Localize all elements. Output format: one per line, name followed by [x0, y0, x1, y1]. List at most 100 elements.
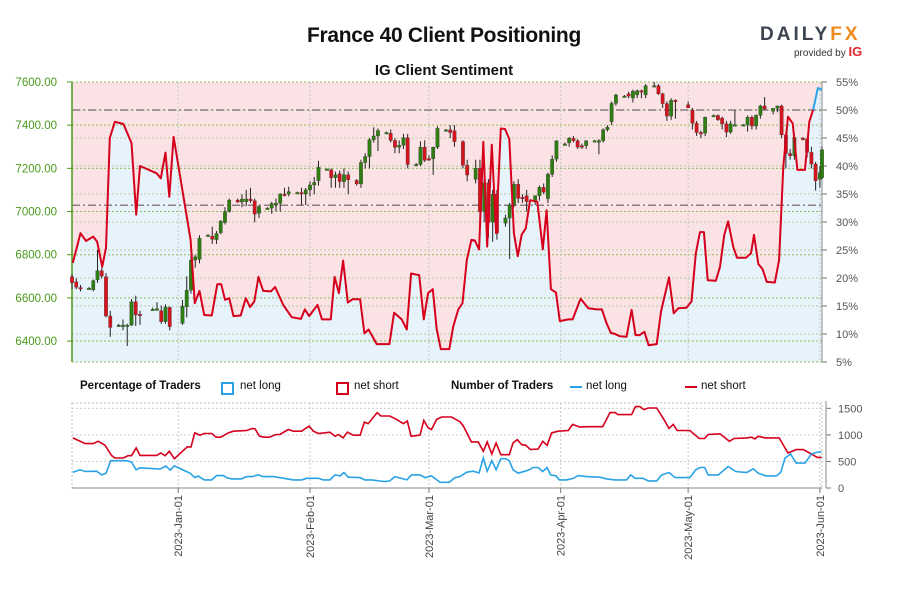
candle-body [354, 180, 359, 185]
candle-body [163, 306, 168, 322]
pct-tick-label: 45% [836, 133, 858, 145]
candle-body [448, 129, 453, 133]
candle-body [295, 192, 300, 195]
price-tick-label: 6400.00 [15, 336, 57, 348]
candle-body [801, 137, 805, 140]
candle-body [452, 130, 457, 142]
candle-body [265, 207, 270, 210]
candle-body [733, 124, 737, 127]
net-long-pct-line-long-majority [812, 86, 823, 111]
logo-daily: DAILY [760, 24, 831, 45]
traders-tick-label: 500 [838, 456, 856, 468]
date-tick-label: 2023-Mar-01 [424, 495, 436, 558]
candle-body [197, 238, 202, 260]
candle-body [652, 85, 657, 88]
candle-body [125, 324, 130, 327]
legend-num-long[interactable]: net long [586, 380, 627, 392]
candle-body [74, 281, 79, 288]
candle-body [252, 200, 257, 215]
pct-tick-label: 40% [836, 161, 858, 173]
candle-body [78, 287, 83, 290]
candle-body [206, 234, 210, 237]
legend-num-short[interactable]: net short [701, 380, 746, 392]
candle-body [614, 94, 618, 104]
candle-body [104, 276, 108, 317]
candle-body [129, 301, 134, 326]
candle-body [745, 117, 750, 125]
candle-body [703, 117, 707, 134]
net-long-pct-line-short-majority [71, 109, 815, 351]
candle-body [308, 184, 312, 191]
candle-body [397, 145, 402, 148]
price-tick-label: 7000.00 [15, 207, 57, 219]
candle-body [631, 91, 635, 99]
dailyfx-logo: DAILYFX provided by IG [760, 24, 870, 59]
pct-tick-label: 15% [836, 301, 858, 313]
candle-body [422, 147, 427, 161]
pct-tick-label: 50% [836, 105, 858, 117]
candle-body [435, 128, 440, 148]
pct-tick-label: 20% [836, 273, 858, 285]
candle-body [524, 195, 529, 202]
candle-body [346, 174, 351, 180]
candle-body [575, 140, 580, 148]
legend-num-short-swatch [685, 386, 697, 388]
candle-body [537, 187, 542, 196]
pct-tick-label: 10% [836, 329, 858, 341]
legend-pct-long[interactable]: net long [240, 380, 281, 392]
candle-body [520, 197, 525, 199]
candle-body [660, 93, 665, 104]
candle-body [626, 93, 631, 97]
logo-fx: FX [830, 24, 861, 45]
candle-body [108, 315, 113, 328]
pct-tick-label: 25% [836, 245, 858, 257]
date-tick-label: 2023-Jan-01 [173, 495, 185, 557]
candle-body [138, 314, 142, 316]
candle-body [762, 105, 767, 110]
candle-body [546, 174, 550, 199]
traders-tick-label: 0 [838, 483, 844, 495]
candle-body [465, 164, 470, 176]
candle-body [724, 123, 729, 133]
candle-body [316, 167, 321, 181]
candle-body [193, 256, 198, 261]
candle-body [227, 199, 232, 212]
candle-body [91, 280, 96, 291]
legend-pct-long-swatch [221, 382, 234, 395]
candle-body [550, 158, 555, 175]
candle-body [184, 289, 189, 307]
legend-number-title: Number of Traders [451, 380, 554, 392]
long-area [72, 88, 823, 362]
candle-body [286, 191, 291, 195]
candle-body [244, 198, 249, 202]
legend: Percentage of Traders net long net short… [0, 380, 900, 396]
candle-body [371, 135, 376, 141]
candle-body [278, 193, 283, 204]
net-short-traders-line [72, 405, 822, 460]
candle-body [720, 117, 724, 125]
candle-body [461, 141, 465, 166]
candle-body [240, 198, 244, 203]
candle-body [728, 123, 733, 133]
candle-body [669, 100, 674, 117]
candle-body [342, 174, 346, 182]
candle-body [473, 168, 478, 180]
legend-pct-short[interactable]: net short [354, 380, 399, 392]
candle-body [643, 85, 648, 96]
candle-body [673, 100, 678, 103]
candle-body [533, 195, 538, 201]
candle-body [299, 192, 304, 195]
candle-body [775, 105, 780, 109]
candle-body [248, 198, 253, 201]
candle-body [639, 90, 644, 93]
candle-body [516, 184, 521, 199]
candle-body [388, 133, 393, 141]
candle-body [133, 301, 138, 316]
candle-body [210, 235, 215, 240]
price-tick-label: 7600.00 [15, 77, 57, 89]
candle-body [622, 95, 627, 98]
candle-body [150, 309, 155, 311]
pct-tick-label: 30% [836, 217, 858, 229]
candle-body [656, 85, 661, 95]
pct-tick-label: 55% [836, 77, 858, 89]
